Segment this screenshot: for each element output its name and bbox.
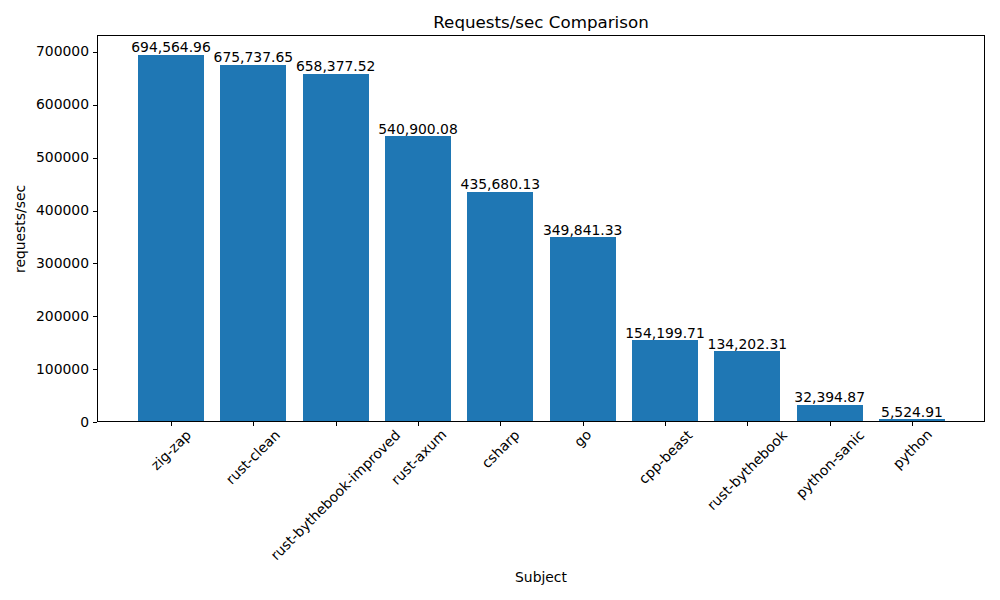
bar-value-label: 694,564.96 xyxy=(131,41,211,55)
x-tick-mark xyxy=(747,422,748,426)
x-tick-label: go xyxy=(571,426,595,450)
y-tick-mark xyxy=(93,105,97,106)
x-tick-label: rust-clean xyxy=(223,427,284,488)
y-tick-mark xyxy=(93,52,97,53)
bar-rust-axum xyxy=(385,136,451,421)
bar-go xyxy=(550,237,616,421)
y-tick-mark xyxy=(93,263,97,264)
y-tick-mark xyxy=(93,369,97,370)
y-tick-label: 600000 xyxy=(0,98,89,112)
bar-value-label: 5,524.91 xyxy=(881,406,943,420)
y-tick-mark xyxy=(93,211,97,212)
y-tick-label: 100000 xyxy=(0,363,89,377)
x-tick-mark xyxy=(830,422,831,426)
bar-cpp-beast xyxy=(632,340,698,421)
x-tick-mark xyxy=(336,422,337,426)
bar-rust-bythebook xyxy=(714,351,780,421)
bar-value-label: 349,841.33 xyxy=(543,224,623,238)
bar-rust-bythebook-improved xyxy=(303,74,369,421)
y-tick-mark xyxy=(93,422,97,423)
x-tick-mark xyxy=(912,422,913,426)
bar-python-sanic xyxy=(797,405,863,421)
x-tick-label: cpp-beast xyxy=(635,427,695,487)
y-tick-label: 500000 xyxy=(0,151,89,165)
bar-value-label: 435,680.13 xyxy=(461,178,541,192)
bar-chart-figure: Requests/sec Comparison 0100000200000300… xyxy=(0,0,1000,600)
y-tick-mark xyxy=(93,158,97,159)
y-tick-label: 200000 xyxy=(0,310,89,324)
x-tick-label: zig-zap xyxy=(148,427,194,473)
x-tick-mark xyxy=(665,422,666,426)
y-tick-label: 700000 xyxy=(0,45,89,59)
y-tick-label: 0 xyxy=(0,416,89,430)
x-tick-label: rust-bythebook xyxy=(704,427,790,513)
x-tick-mark xyxy=(171,422,172,426)
bar-zig-zap xyxy=(138,55,204,421)
bar-value-label: 32,394.87 xyxy=(794,391,865,405)
x-tick-mark xyxy=(500,422,501,426)
bar-value-label: 540,900.08 xyxy=(378,123,458,137)
x-tick-label: csharp xyxy=(478,427,522,471)
y-tick-mark xyxy=(93,316,97,317)
chart-title: Requests/sec Comparison xyxy=(97,14,985,31)
x-tick-mark xyxy=(418,422,419,426)
x-tick-mark xyxy=(253,422,254,426)
y-axis-title: requests/sec xyxy=(14,184,28,272)
x-axis-title: Subject xyxy=(97,571,985,585)
x-tick-label: python xyxy=(889,427,935,473)
x-tick-label: rust-bythebook-improved xyxy=(267,427,403,563)
bar-value-label: 154,199.71 xyxy=(625,327,705,341)
bar-csharp xyxy=(467,192,533,421)
bar-value-label: 675,737.65 xyxy=(214,51,294,65)
bar-value-label: 658,377.52 xyxy=(296,60,376,74)
bar-value-label: 134,202.31 xyxy=(708,338,788,352)
bar-rust-clean xyxy=(220,65,286,421)
x-tick-label: python-sanic xyxy=(792,427,867,502)
